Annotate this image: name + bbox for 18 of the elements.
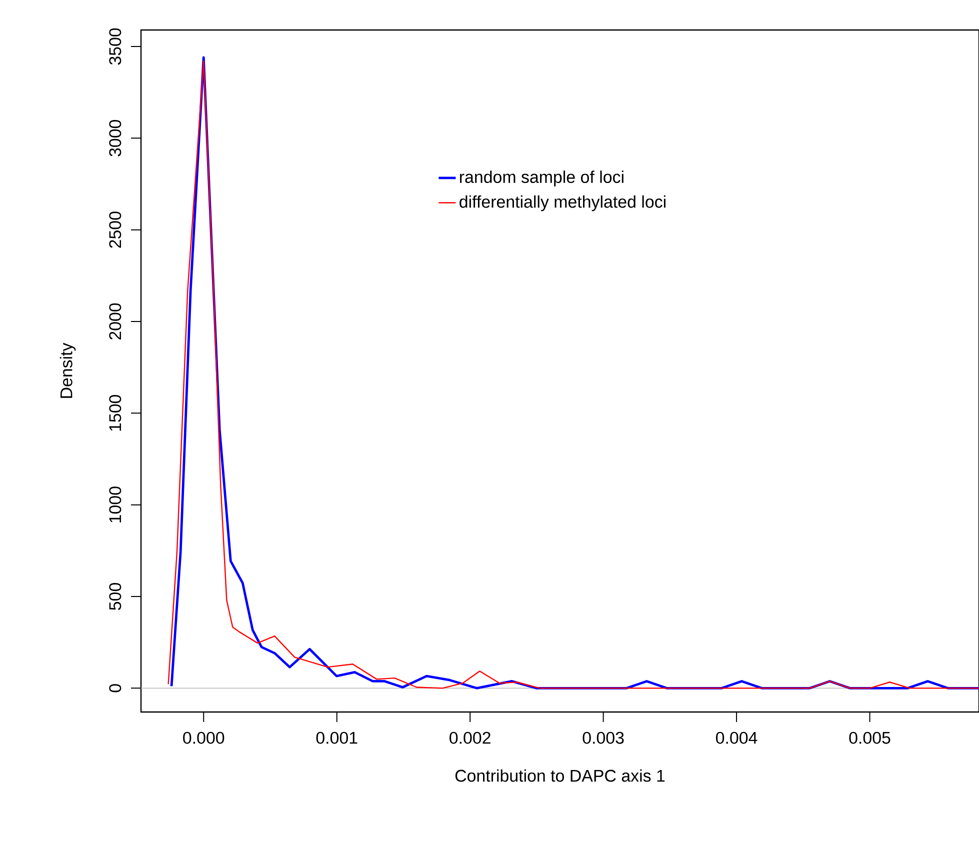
y-tick-label: 3000 [109,120,122,156]
legend-label: differentially methylated loci [460,195,666,212]
y-tick-label: 3500 [109,28,122,65]
x-axis-title: Contribution to DAPC axis 1 [455,769,665,782]
x-tick-label: 0.002 [450,732,490,744]
y-axis-title: Density [60,342,76,398]
y-tick-label: 1000 [109,486,122,522]
y-tick-label: 2000 [109,303,122,340]
y-tick-label: 2500 [109,212,122,248]
y-tick-label: 500 [109,583,122,610]
x-tick-label: 0.000 [183,732,224,744]
x-tick-label: 0.001 [316,732,358,744]
legend-label: random sample of loci [460,170,624,186]
x-tick-label: 0.003 [582,732,624,744]
y-tick-label: 1500 [109,394,122,431]
x-tick-label: 0.004 [716,732,758,744]
x-tick-label: 0.005 [849,732,890,744]
y-tick-label: 0 [109,684,122,692]
